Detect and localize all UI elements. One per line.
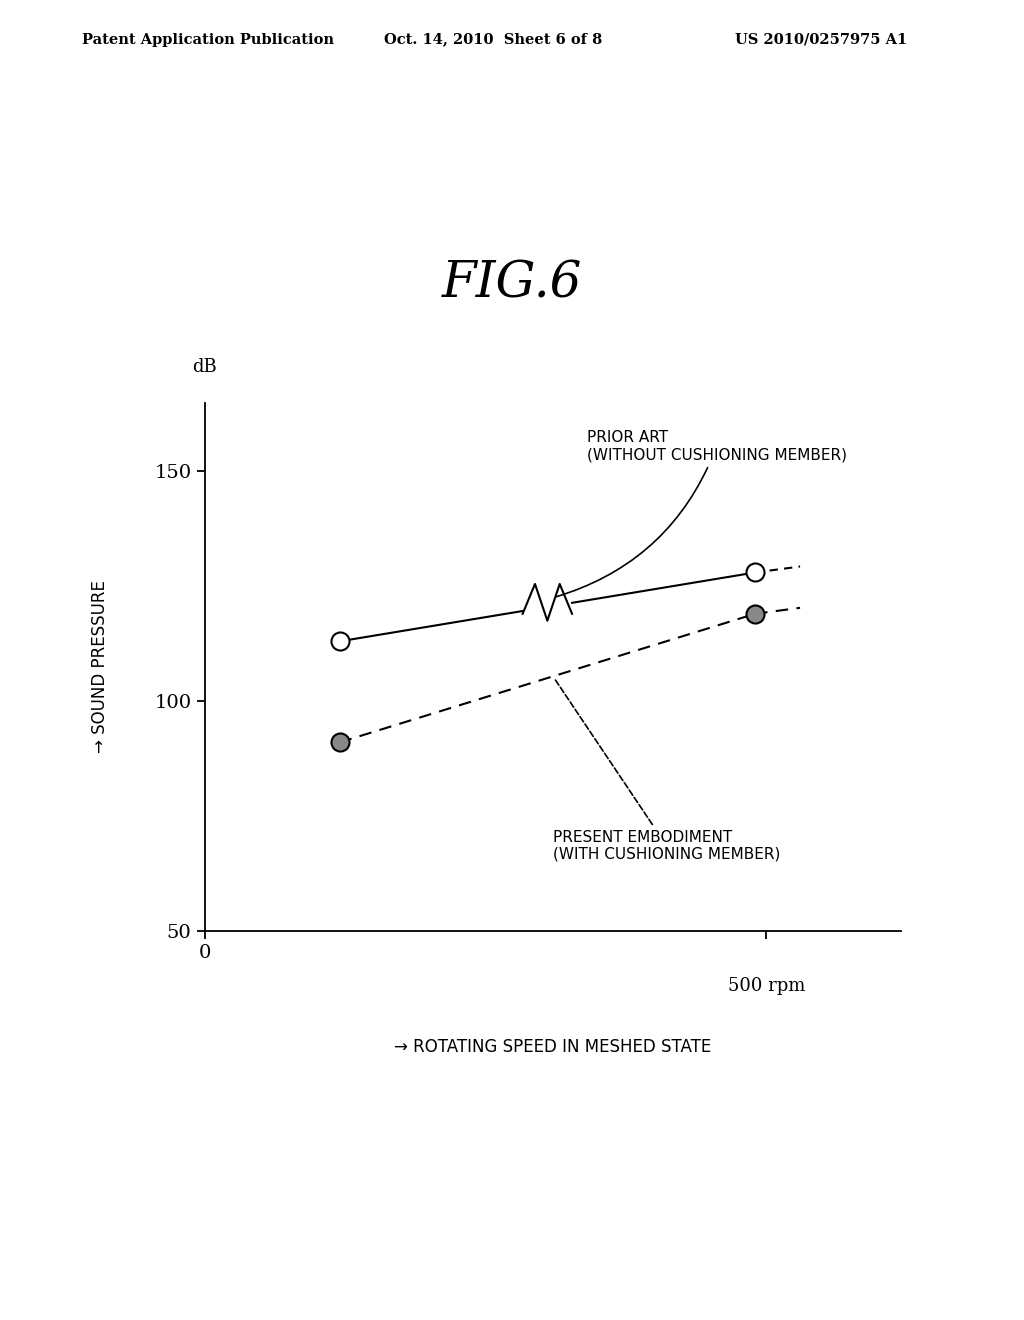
Text: → ROTATING SPEED IN MESHED STATE: → ROTATING SPEED IN MESHED STATE [394, 1038, 712, 1056]
Text: 500 rpm: 500 rpm [728, 977, 805, 994]
Text: US 2010/0257975 A1: US 2010/0257975 A1 [735, 33, 907, 46]
Text: Oct. 14, 2010  Sheet 6 of 8: Oct. 14, 2010 Sheet 6 of 8 [384, 33, 602, 46]
Text: dB: dB [193, 358, 217, 376]
Text: FIG.6: FIG.6 [441, 259, 583, 309]
Text: PRESENT EMBODIMENT
(WITH CUSHIONING MEMBER): PRESENT EMBODIMENT (WITH CUSHIONING MEMB… [553, 678, 780, 862]
Text: → SOUND PRESSURE: → SOUND PRESSURE [91, 581, 110, 752]
Text: PRIOR ART
(WITHOUT CUSHIONING MEMBER): PRIOR ART (WITHOUT CUSHIONING MEMBER) [556, 430, 847, 597]
Text: Patent Application Publication: Patent Application Publication [82, 33, 334, 46]
